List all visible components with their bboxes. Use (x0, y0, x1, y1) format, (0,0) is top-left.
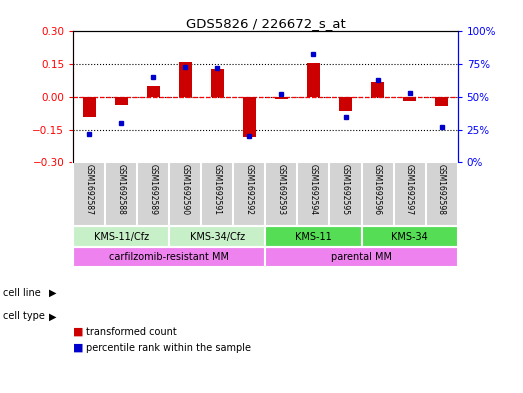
Bar (211, 68, 224, 97)
Text: percentile rank within the sample: percentile rank within the sample (86, 343, 251, 353)
Text: GSM1692588: GSM1692588 (117, 164, 126, 215)
Bar (266, 226, 361, 247)
Bar (73, 226, 169, 247)
Text: parental MM: parental MM (331, 252, 392, 262)
Text: KMS-34: KMS-34 (391, 231, 428, 242)
Text: carfilzomib-resistant MM: carfilzomib-resistant MM (109, 252, 229, 262)
Text: GSM1692596: GSM1692596 (373, 164, 382, 215)
Text: GSM1692590: GSM1692590 (181, 164, 190, 215)
Text: GSM1692591: GSM1692591 (213, 164, 222, 215)
Text: KMS-11/Cfz: KMS-11/Cfz (94, 231, 149, 242)
Text: GSM1692594: GSM1692594 (309, 164, 318, 215)
Text: ■: ■ (73, 327, 84, 337)
Bar (435, 97, 448, 106)
Text: GSM1692597: GSM1692597 (405, 164, 414, 215)
Text: KMS-11: KMS-11 (295, 231, 332, 242)
Bar (307, 63, 320, 97)
Bar (115, 97, 128, 105)
Text: GSM1692589: GSM1692589 (149, 164, 158, 215)
Bar (371, 82, 384, 97)
Text: cell line: cell line (3, 288, 40, 298)
Bar (361, 226, 458, 247)
Bar (275, 97, 288, 99)
Text: GSM1692598: GSM1692598 (437, 164, 446, 215)
Bar (147, 86, 160, 97)
Text: cell type: cell type (3, 311, 44, 321)
Text: GSM1692593: GSM1692593 (277, 164, 286, 215)
Bar (243, 97, 256, 137)
Text: GSM1692595: GSM1692595 (341, 164, 350, 215)
Text: ■: ■ (73, 343, 84, 353)
Bar (339, 97, 352, 111)
Text: ▶: ▶ (49, 288, 56, 298)
Text: ▶: ▶ (49, 311, 56, 321)
Bar (266, 247, 458, 267)
Title: GDS5826 / 226672_s_at: GDS5826 / 226672_s_at (186, 17, 345, 30)
Bar (179, 62, 192, 97)
Text: GSM1692587: GSM1692587 (85, 164, 94, 215)
Bar (73, 247, 266, 267)
Text: GSM1692592: GSM1692592 (245, 164, 254, 215)
Bar (169, 226, 266, 247)
Text: transformed count: transformed count (86, 327, 177, 337)
Text: KMS-34/Cfz: KMS-34/Cfz (190, 231, 245, 242)
Bar (83, 97, 96, 117)
Bar (403, 97, 416, 101)
